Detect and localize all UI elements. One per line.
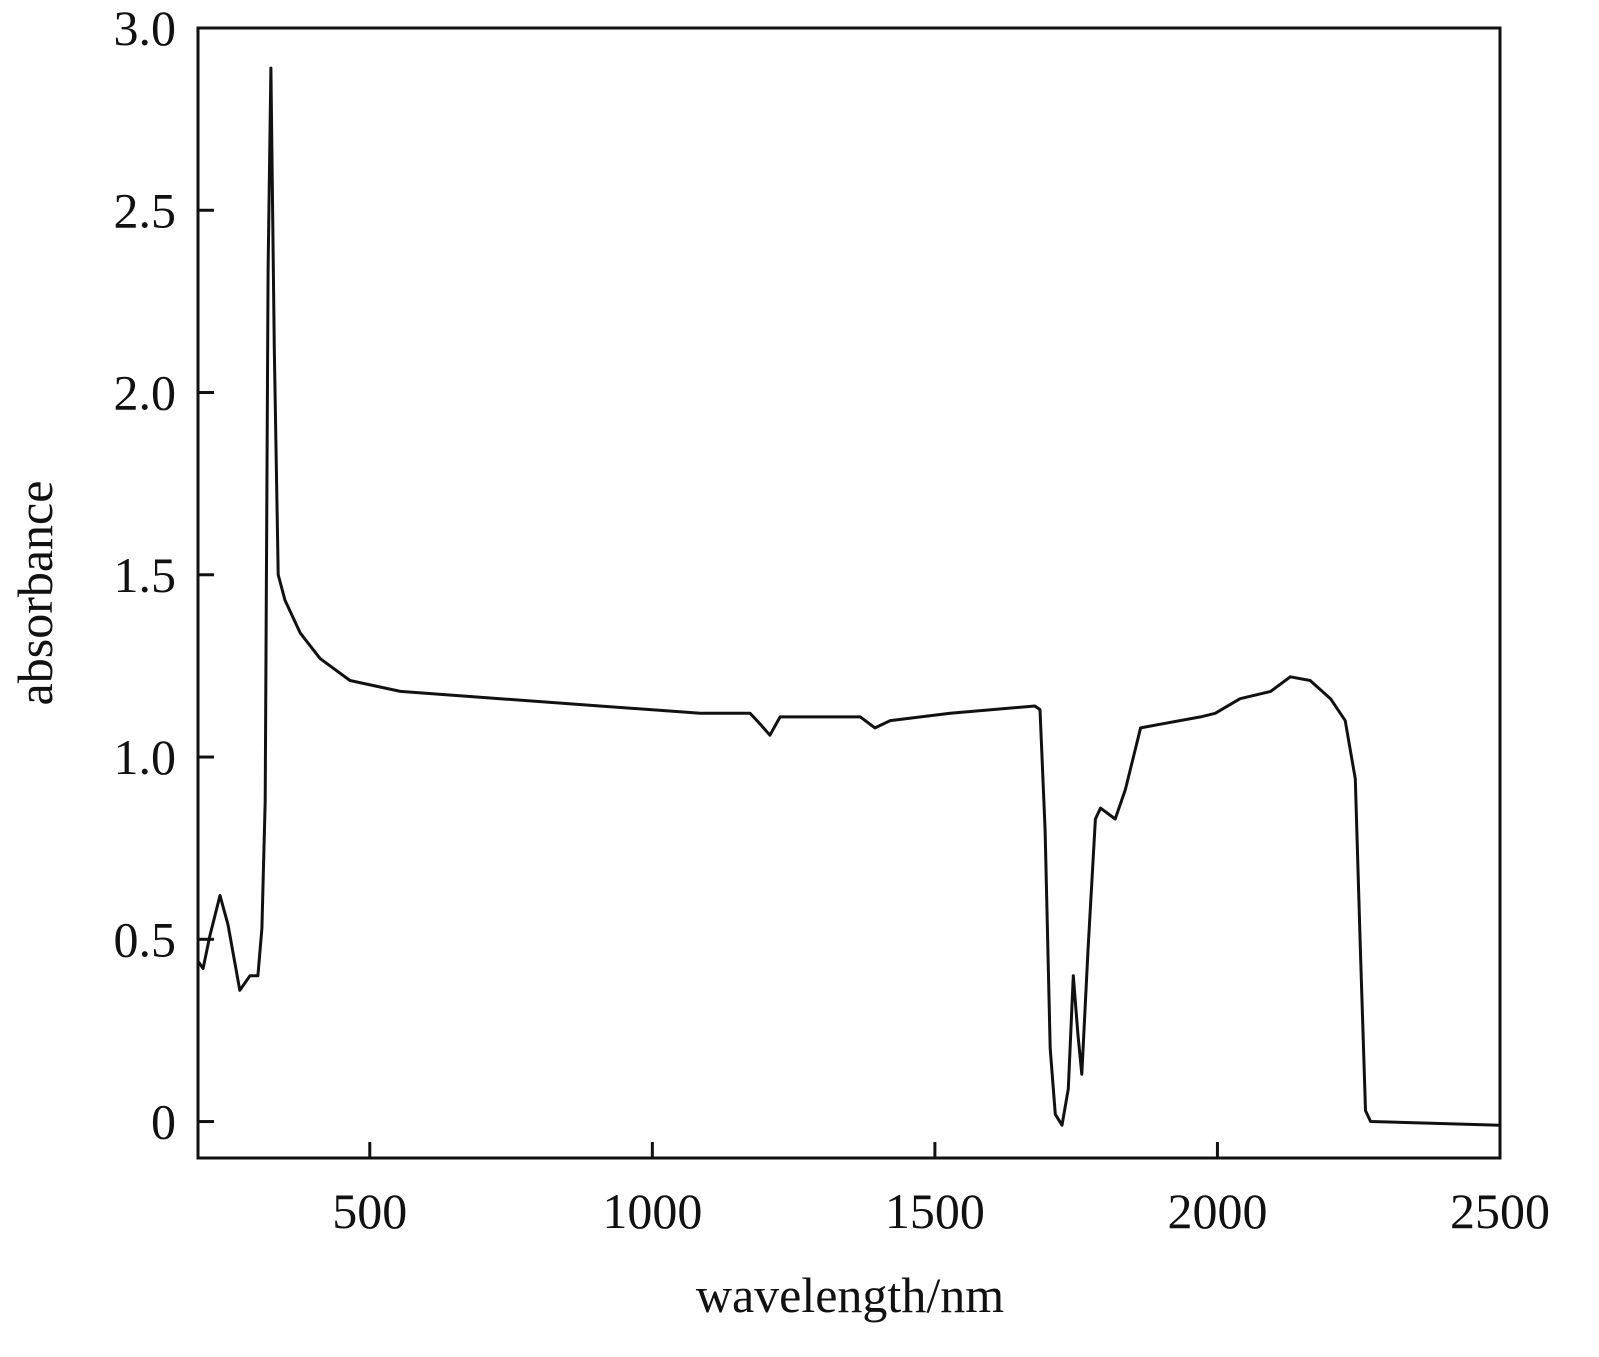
y-tick-label: 0.5 [114, 911, 177, 967]
plot-frame [196, 26, 1502, 1160]
x-tick-label: 2500 [1450, 1183, 1550, 1239]
y-tick-label: 0 [151, 1094, 176, 1150]
x-tick-label: 1500 [885, 1183, 985, 1239]
y-tick-label: 2.5 [114, 182, 177, 238]
x-tick-label: 2000 [1167, 1183, 1267, 1239]
y-axis-label: absorbance [7, 481, 63, 706]
y-tick-label: 3.0 [114, 0, 177, 56]
x-axis-label: wavelength/nm [696, 1267, 1004, 1323]
spectrum-line [196, 66, 1501, 1127]
y-tick-label: 1.5 [114, 547, 177, 603]
y-tick-label: 2.0 [114, 365, 177, 421]
x-tick-label: 1000 [602, 1183, 702, 1239]
x-tick-label: 500 [332, 1183, 407, 1239]
y-tick-label: 1.0 [114, 729, 177, 785]
